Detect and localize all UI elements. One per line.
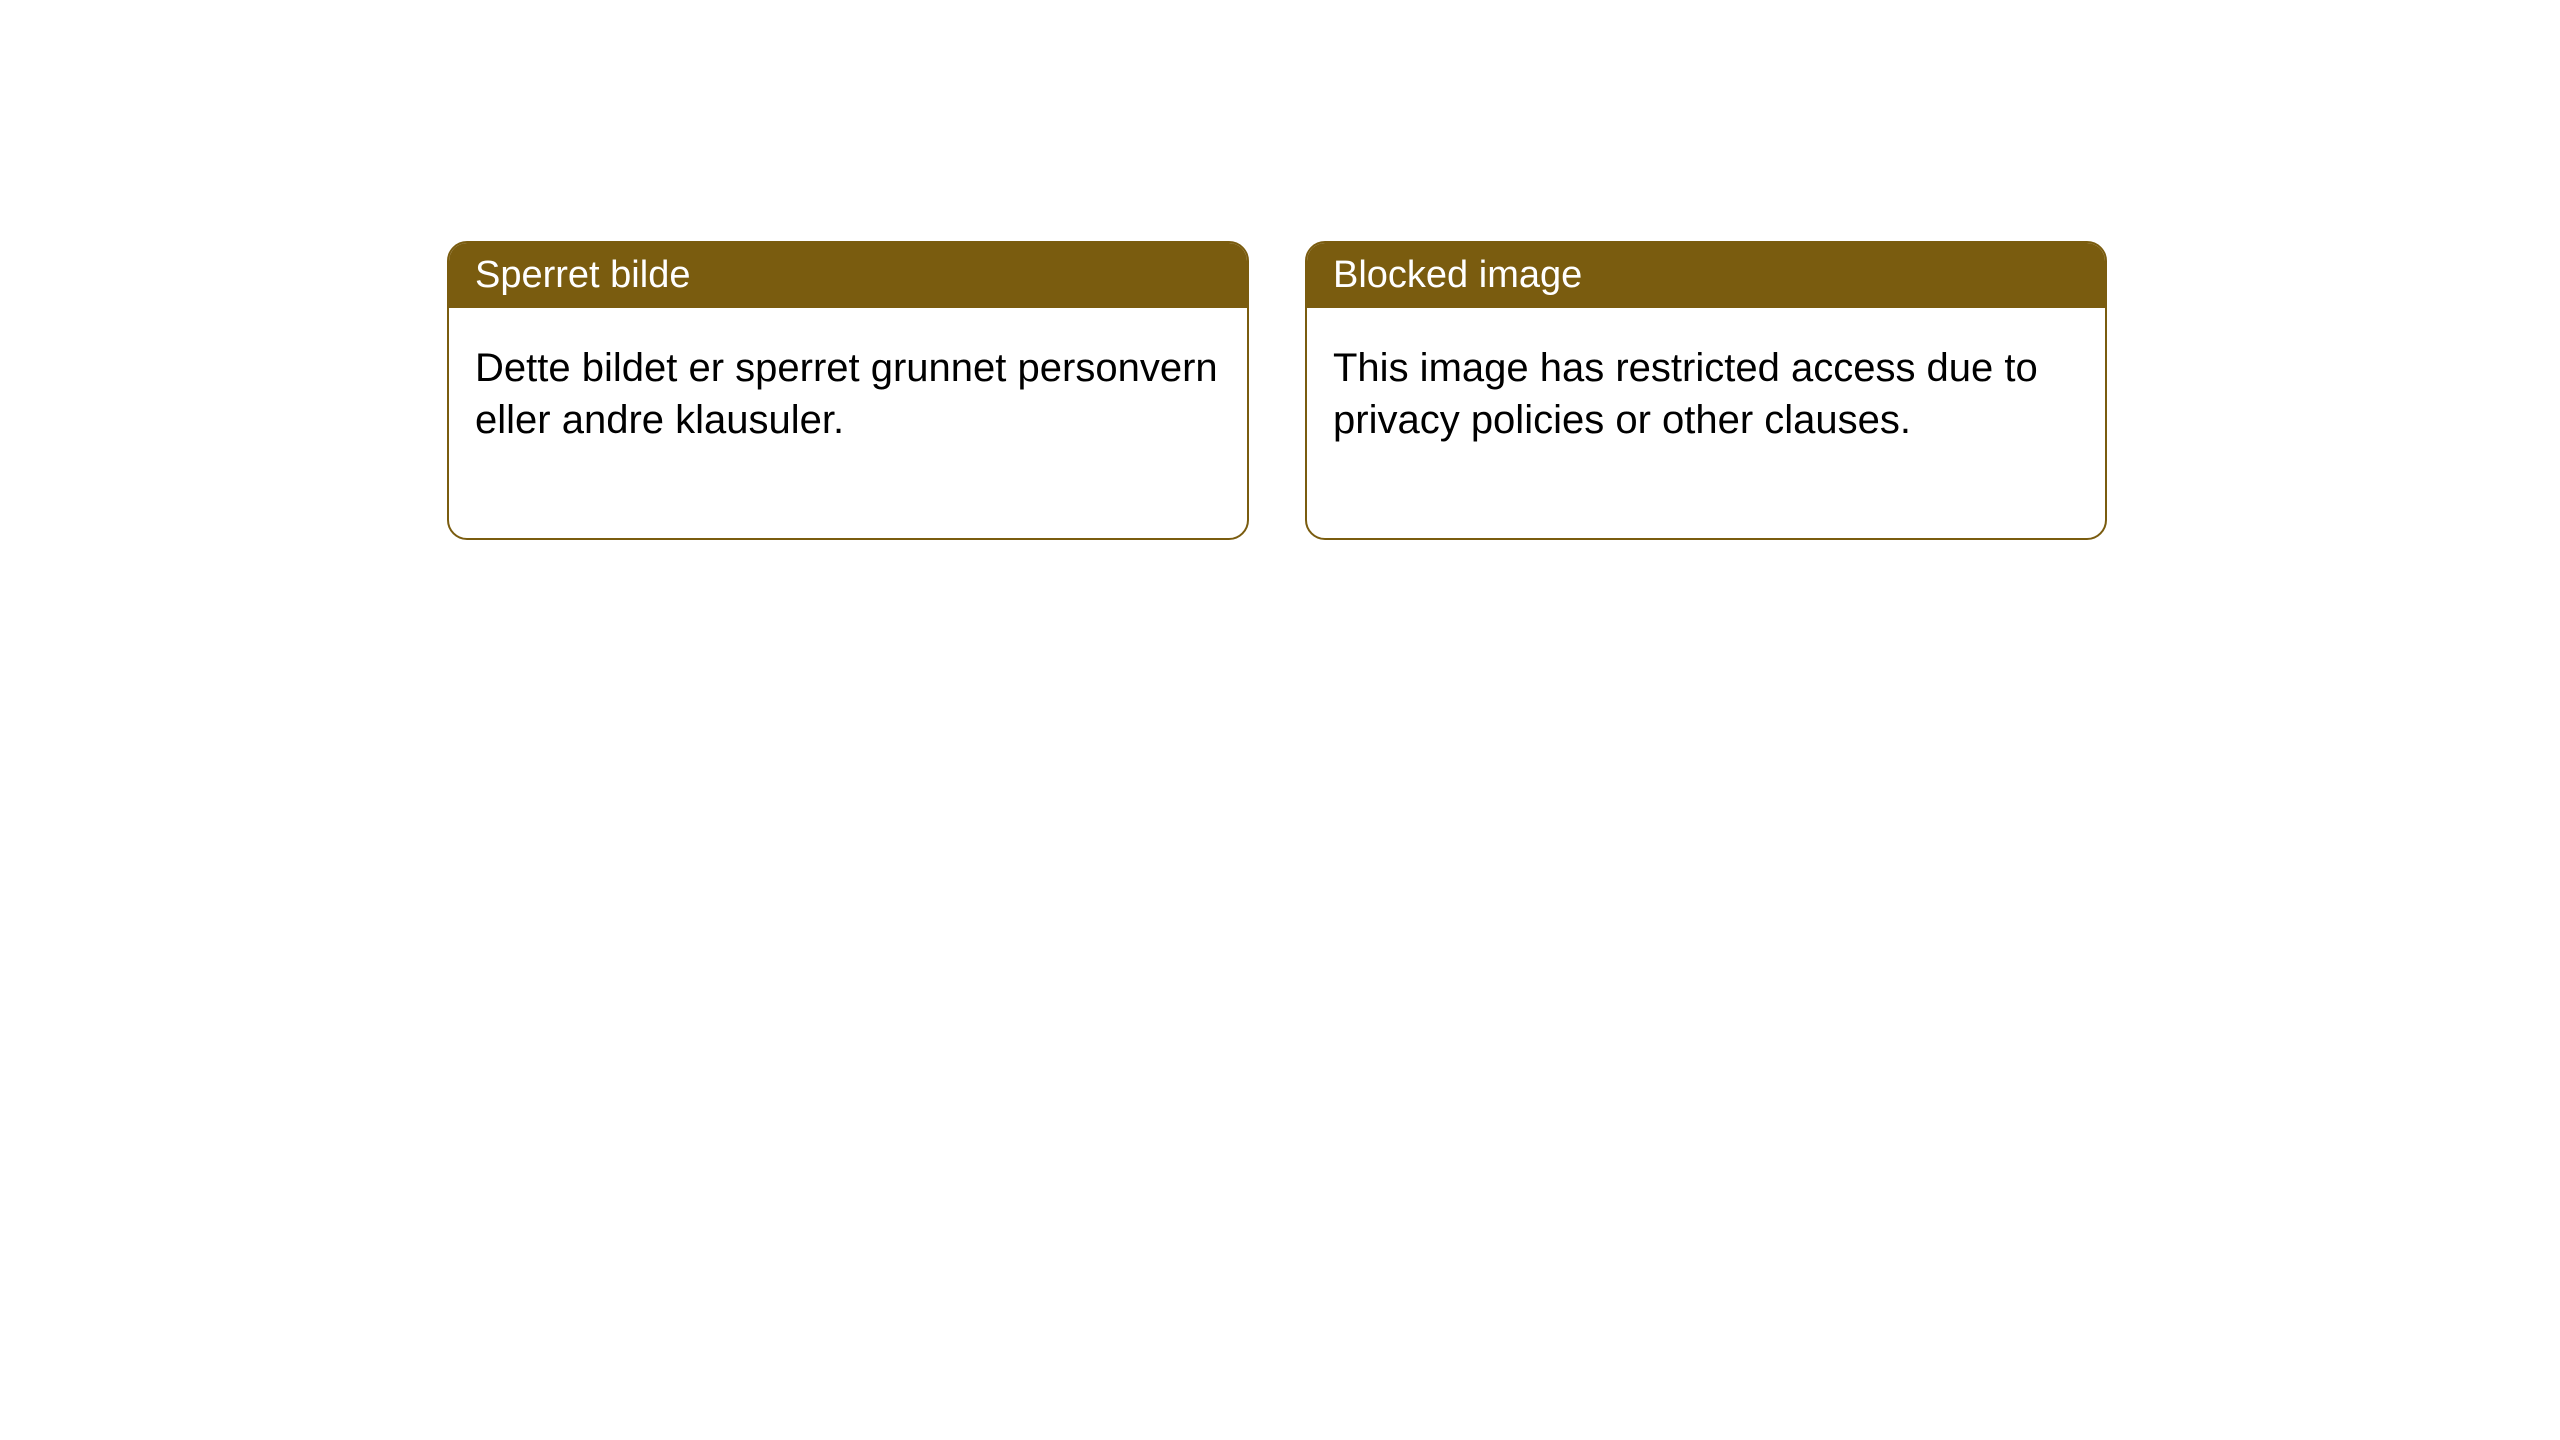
- notice-card-norwegian: Sperret bilde Dette bildet er sperret gr…: [447, 241, 1249, 540]
- notice-header-english: Blocked image: [1307, 243, 2105, 308]
- notice-header-norwegian: Sperret bilde: [449, 243, 1247, 308]
- notice-body-text: Dette bildet er sperret grunnet personve…: [475, 346, 1218, 442]
- notice-card-english: Blocked image This image has restricted …: [1305, 241, 2107, 540]
- notice-container: Sperret bilde Dette bildet er sperret gr…: [447, 241, 2107, 540]
- notice-body-english: This image has restricted access due to …: [1307, 308, 2105, 538]
- notice-title: Sperret bilde: [475, 254, 690, 296]
- notice-body-norwegian: Dette bildet er sperret grunnet personve…: [449, 308, 1247, 538]
- notice-body-text: This image has restricted access due to …: [1333, 346, 2038, 442]
- notice-title: Blocked image: [1333, 254, 1582, 296]
